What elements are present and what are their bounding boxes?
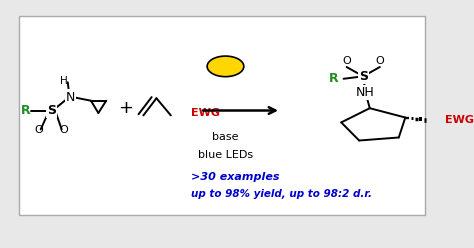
Text: O: O — [375, 56, 384, 66]
Text: R: R — [329, 72, 339, 85]
Text: PC: PC — [216, 60, 235, 73]
Text: O: O — [59, 125, 68, 135]
Text: base: base — [212, 132, 239, 143]
Text: R: R — [21, 104, 31, 117]
Text: EWG: EWG — [191, 108, 219, 118]
Text: blue LEDs: blue LEDs — [198, 150, 253, 160]
Text: O: O — [342, 56, 351, 66]
Text: S: S — [47, 104, 56, 117]
Text: S: S — [47, 104, 56, 117]
Text: EWG: EWG — [445, 115, 474, 125]
Text: S: S — [359, 70, 368, 83]
Text: N: N — [66, 91, 75, 103]
Text: NH: NH — [356, 86, 375, 99]
Text: H: H — [60, 76, 68, 86]
Circle shape — [207, 56, 244, 77]
Text: >30 examples: >30 examples — [191, 172, 280, 182]
Text: up to 98% yield, up to 98:2 d.r.: up to 98% yield, up to 98:2 d.r. — [191, 189, 373, 199]
Text: O: O — [34, 125, 43, 135]
Text: +: + — [118, 99, 133, 117]
FancyBboxPatch shape — [19, 16, 425, 215]
